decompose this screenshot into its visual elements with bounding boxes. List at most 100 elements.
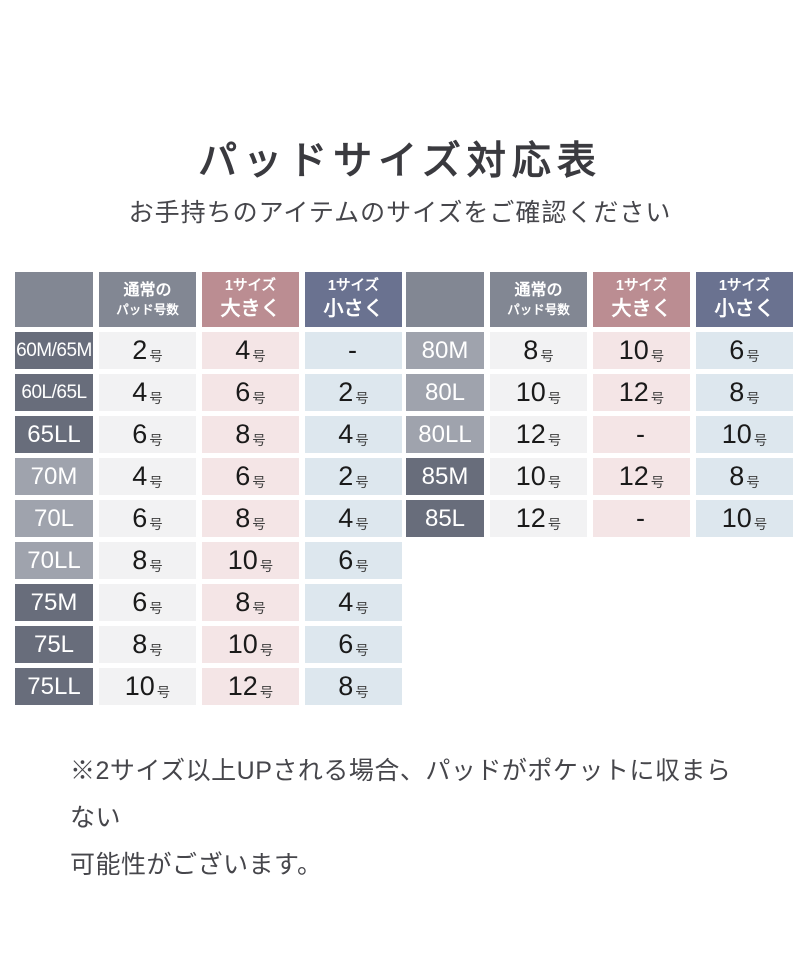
pad-count: 10 xyxy=(618,335,649,365)
pad-count: 8 xyxy=(235,419,251,449)
size-up-cell: 10 号 xyxy=(593,332,690,369)
pad-count: 2 xyxy=(338,461,354,491)
normal-pad-cell: 10 号 xyxy=(490,458,587,495)
size-up-cell: 10 号 xyxy=(202,542,299,579)
pad-count: 6 xyxy=(132,419,148,449)
pad-count: 4 xyxy=(338,587,354,617)
pad-count: 10 xyxy=(515,377,546,407)
size-down-cell: 10 号 xyxy=(696,416,793,453)
row-label: 85M xyxy=(406,458,484,495)
pad-count-unit: 号 xyxy=(355,474,369,490)
corner-cell xyxy=(15,272,93,327)
pad-count-unit: 号 xyxy=(252,474,266,490)
pad-count: 12 xyxy=(618,461,649,491)
pad-count: 10 xyxy=(227,545,258,575)
pad-count: 12 xyxy=(227,671,258,701)
pad-count: 8 xyxy=(132,629,148,659)
row-label: 60M/65M xyxy=(15,332,93,369)
pad-count-unit: 号 xyxy=(259,558,274,574)
header-size-down: 1サイズ 小さく xyxy=(305,272,402,327)
pad-count: 10 xyxy=(124,671,155,701)
pad-count: 2 xyxy=(338,377,354,407)
header-size-down: 1サイズ 小さく xyxy=(696,272,793,327)
pad-count: 6 xyxy=(729,335,745,365)
pad-count-unit: 号 xyxy=(547,516,562,532)
pad-count-unit: 号 xyxy=(746,348,760,364)
pad-count-unit: 号 xyxy=(753,432,768,448)
row-label: 75L xyxy=(15,626,93,663)
pad-count-unit: 号 xyxy=(149,474,163,490)
pad-count-unit: 号 xyxy=(149,558,163,574)
pad-count-unit: 号 xyxy=(259,684,274,700)
footnote-line-1: ※2サイズ以上UPされる場合、パッドがポケットに収まらない xyxy=(70,757,732,832)
pad-count-unit: 号 xyxy=(252,600,266,616)
pad-count-unit: 号 xyxy=(355,642,369,658)
pad-count-unit: 号 xyxy=(753,516,768,532)
pad-count: 12 xyxy=(515,419,546,449)
pad-count: 4 xyxy=(132,461,148,491)
header-normal-line2: パッド号数 xyxy=(507,302,570,317)
size-up-cell: 12 号 xyxy=(593,458,690,495)
pad-count: 6 xyxy=(132,503,148,533)
row-label: 80L xyxy=(406,374,484,411)
pad-count-unit: 号 xyxy=(746,390,760,406)
pad-count: 4 xyxy=(338,503,354,533)
pad-count-unit: 号 xyxy=(650,474,665,490)
pad-count: 6 xyxy=(235,377,251,407)
pad-count: 12 xyxy=(515,503,546,533)
pad-count-unit: 号 xyxy=(650,390,665,406)
pad-count-unit: 号 xyxy=(355,432,369,448)
row-label: 60L/65L xyxy=(15,374,93,411)
pad-count: 8 xyxy=(729,461,745,491)
header-size-up: 1サイズ 大きく xyxy=(202,272,299,327)
pad-count: 2 xyxy=(132,335,148,365)
size-up-cell: 10 号 xyxy=(202,626,299,663)
pad-count: 8 xyxy=(338,671,354,701)
pad-count-unit: 号 xyxy=(149,642,163,658)
header-normal-line1: 通常の xyxy=(123,281,172,299)
pad-count-unit: 号 xyxy=(252,390,266,406)
pad-count-unit: 号 xyxy=(547,432,562,448)
pad-count-unit: 号 xyxy=(149,600,163,616)
row-label: 80M xyxy=(406,332,484,369)
page-subtitle: お手持ちのアイテムのサイズをご確認ください xyxy=(128,199,672,227)
row-label: 70L xyxy=(15,500,93,537)
row-label: 75LL xyxy=(15,668,93,705)
page-title: パッドサイズ対応表 xyxy=(198,140,602,183)
pad-count: 12 xyxy=(618,377,649,407)
row-label: 80LL xyxy=(406,416,484,453)
pad-count: 4 xyxy=(235,335,251,365)
pad-count: 8 xyxy=(235,587,251,617)
header-size-down-line1: 1サイズ xyxy=(718,278,771,295)
corner-cell xyxy=(406,272,484,327)
header-normal-pad: 通常の パッド号数 xyxy=(490,272,587,327)
pad-count: 6 xyxy=(132,587,148,617)
pad-count: 10 xyxy=(721,503,752,533)
row-label: 75M xyxy=(15,584,93,621)
pad-count-unit: 号 xyxy=(149,516,163,532)
pad-count: 10 xyxy=(227,629,258,659)
header-normal-pad: 通常の パッド号数 xyxy=(99,272,196,327)
header-size-up-line2: 大きく xyxy=(220,297,281,320)
footnote-line-2: 可能性がございます。 xyxy=(70,851,323,879)
pad-count: 8 xyxy=(729,377,745,407)
pad-count-unit: 号 xyxy=(149,348,163,364)
pad-count: 8 xyxy=(235,503,251,533)
normal-pad-cell: 10 号 xyxy=(99,668,196,705)
